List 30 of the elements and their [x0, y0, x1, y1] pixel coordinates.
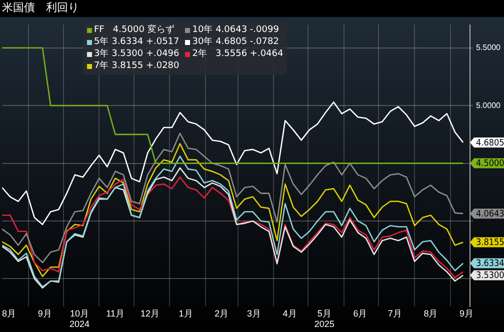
data-label: 3.6334 — [476, 259, 504, 270]
x-tick-label: 4月 — [282, 308, 297, 318]
chart-title: 米国債 利回り — [2, 1, 79, 15]
x-tick-label: 7月 — [388, 308, 402, 318]
data-label: 3.8155 — [476, 238, 504, 248]
x-tick-label: 9月 — [460, 308, 474, 318]
legend-label: 2年 3.5556 +.0464 — [191, 49, 284, 60]
x-tick-label: 2月 — [214, 308, 229, 318]
legend-label: 10年 4.0643 -.0099 — [191, 25, 280, 36]
y-tick-label: 5.5000 — [476, 43, 502, 52]
x-tick-label: 8月 — [424, 308, 438, 318]
x-tick-label: 3月 — [246, 308, 261, 318]
x-tick-label: 1月 — [178, 308, 193, 318]
x-tick-label: 12月 — [140, 308, 160, 318]
x-tick-label: 6月 — [353, 308, 368, 318]
legend-label: FF 4.5000 変らず — [93, 25, 176, 36]
data-label: 3.5300 — [476, 271, 504, 282]
data-label: 4.6805 — [476, 138, 504, 148]
legend-label: 30年 4.6805 -.0782 — [191, 37, 280, 48]
y-tick-label: 5.0000 — [476, 100, 502, 110]
legend-label: 5年 3.6334 +.0517 — [93, 37, 180, 48]
legend-label: 3年 3.5300 +.0496 — [93, 49, 180, 60]
x-tick-label: 10月 2024 — [69, 308, 90, 330]
data-label: 4.0643 — [476, 209, 504, 220]
legend-label: 7年 3.8155 +.0280 — [93, 61, 180, 72]
data-label: 4.5000 — [476, 159, 504, 170]
x-tick-label: 11月 — [106, 308, 124, 318]
x-tick-label: 9月 — [38, 308, 52, 318]
x-tick-label: 8月 — [2, 308, 16, 318]
x-tick-label: 5月 2025 — [314, 308, 334, 330]
